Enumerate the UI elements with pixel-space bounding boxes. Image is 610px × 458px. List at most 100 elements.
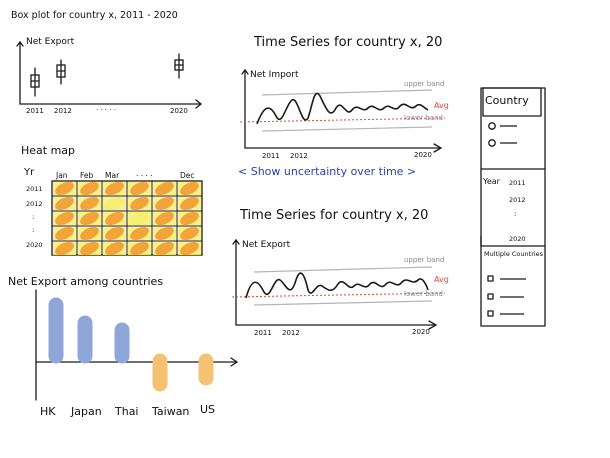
boxplot-x-arrow <box>195 99 203 109</box>
ts2-tick-2011: 2011 <box>254 329 272 337</box>
heatmap-row-dots-1: : <box>32 213 35 221</box>
boxplot-box-2012 <box>56 59 66 85</box>
heatmap-cell-mark <box>180 241 199 256</box>
ts2-avg-label: Avg <box>434 275 449 284</box>
heatmap-cell-mark <box>80 196 99 211</box>
boxplot-tick-dots: . . . . . <box>96 104 117 112</box>
heatmap-row-2020: 2020 <box>26 241 43 249</box>
year-option-2020[interactable]: 2020 <box>509 235 526 243</box>
heatmap-cell-mark <box>155 241 174 256</box>
heatmap-cell-mark <box>155 181 174 196</box>
ts2-upper-band <box>253 266 433 273</box>
heatmap-cell-mark <box>80 226 99 241</box>
boxplot-ylabel: Net Export <box>26 37 75 47</box>
ts2-upper-label: upper band <box>404 256 445 264</box>
ts2-avg-line <box>231 292 446 298</box>
heatmap-cell-mark <box>55 196 74 211</box>
ts1-x-arrow <box>433 143 443 153</box>
heatmap-row-axis: Yr <box>24 167 35 178</box>
boxplot-tick-2011: 2011 <box>26 107 44 115</box>
boxplot-box-2020 <box>174 53 184 79</box>
boxplot-tick-2012: 2012 <box>54 107 72 115</box>
boxplot-y-arrow <box>16 40 24 47</box>
bars-marks <box>48 297 214 392</box>
heatmap-cell-mark <box>55 241 74 256</box>
heatmap-cell-mark <box>155 226 174 241</box>
boxplot-axes <box>19 41 201 105</box>
heatmap-cell-mark <box>130 181 149 196</box>
bars-label-thai: Thai <box>115 405 139 418</box>
ts1-tick-2011: 2011 <box>262 152 280 160</box>
ts1-series-line <box>256 92 429 125</box>
ts2-title: Time Series for country x, 20 <box>240 208 429 223</box>
ts1-tick-2020: 2020 <box>414 151 432 159</box>
ts1-lower-band <box>261 126 433 132</box>
ts1-uncertainty-note: < Show uncertainty over time > <box>238 165 417 178</box>
heatmap-col-mar: Mar <box>105 171 120 180</box>
heatmap-col-feb: Feb <box>80 171 94 180</box>
heatmap-cell-mark <box>130 196 149 211</box>
heatmap-cell-mark <box>105 211 124 226</box>
ts2-x-arrow <box>428 320 438 330</box>
panel-divider-2 <box>480 236 545 247</box>
ts1-title: Time Series for country x, 20 <box>254 35 443 50</box>
ts2-ylabel: Net Export <box>242 240 291 250</box>
heatmap-cell-mark <box>130 211 149 226</box>
heatmap-col-dec: Dec <box>180 171 195 180</box>
heatmap-cell-mark <box>55 226 74 241</box>
heatmap-row-2012: 2012 <box>26 200 43 208</box>
heatmap-cell-mark <box>55 211 74 226</box>
heatmap-cell-mark <box>105 196 124 211</box>
ts2-series-line <box>245 272 429 299</box>
heatmap-cell-mark <box>180 211 199 226</box>
heatmap-cell-mark <box>180 196 199 211</box>
heatmap-cell-mark <box>130 241 149 256</box>
country-header-box <box>482 87 542 117</box>
heatmap-gridlines <box>52 181 202 255</box>
heatmap-col-jan: Jan <box>56 171 68 180</box>
boxplot-title: Box plot for country x, 2011 - 2020 <box>11 10 178 21</box>
heatmap-cell-mark <box>130 226 149 241</box>
bars-label-taiwan: Taiwan <box>152 405 190 418</box>
heatmap-cell-mark <box>155 211 174 226</box>
heatmap-title: Heat map <box>21 144 76 157</box>
country-radio-1 <box>488 122 496 130</box>
heatmap-cells <box>53 181 201 256</box>
ts2-tick-2020: 2020 <box>412 328 430 336</box>
heatmap-cell-mark <box>105 241 124 256</box>
heatmap-cell-mark <box>180 181 199 196</box>
country-header: Country <box>485 94 529 107</box>
ts1-tick-2012: 2012 <box>290 152 308 160</box>
multi-checkbox-2 <box>487 293 494 300</box>
ts1-y-arrow <box>241 68 249 75</box>
heatmap-cell-mark <box>105 181 124 196</box>
heatmap-row-dots-2: : <box>32 226 35 234</box>
ts2-lower-band <box>253 300 433 306</box>
ts1-axes <box>244 69 441 149</box>
boxplot-box-2011 <box>30 67 40 97</box>
boxplot-tick-2020: 2020 <box>170 107 188 115</box>
ts1-upper-label: upper band <box>404 80 445 88</box>
ts1-ylabel: Net Import <box>250 70 299 80</box>
ts2-y-arrow <box>232 238 240 245</box>
ts1-lower-label: lower band <box>404 114 443 122</box>
ts2-tick-2012: 2012 <box>282 329 300 337</box>
multi-checkbox-3 <box>487 310 494 317</box>
multi-checkbox-1 <box>487 275 494 282</box>
heatmap-col-dots: . . . . <box>136 169 153 178</box>
heatmap-cell-mark <box>80 181 99 196</box>
bars-label-japan: Japan <box>71 405 102 418</box>
year-option-2012[interactable]: 2012 <box>509 196 526 204</box>
ts1-upper-band <box>261 89 433 96</box>
year-option-2011[interactable]: 2011 <box>509 179 526 187</box>
bars-x-arrow <box>230 357 239 367</box>
heatmap-cell-mark <box>105 226 124 241</box>
heatmap-cell-mark <box>155 196 174 211</box>
year-option-dots: : <box>514 210 517 218</box>
heatmap-cell-mark <box>180 226 199 241</box>
bars-label-hk: HK <box>40 405 56 418</box>
year-label: Year <box>483 177 500 186</box>
bars-label-us: US <box>200 403 216 416</box>
ts2-lower-label: lower band <box>404 290 443 298</box>
